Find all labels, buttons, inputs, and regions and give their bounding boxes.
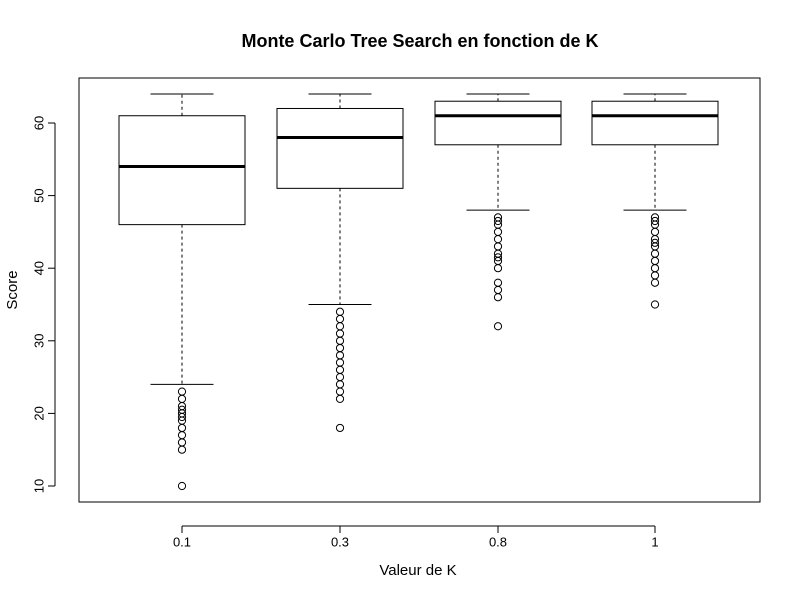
outlier-point — [650, 264, 660, 273]
outlier-point — [335, 343, 345, 353]
outlier-point — [335, 380, 345, 389]
outlier-point — [650, 271, 660, 280]
y-tick-label: 60 — [31, 116, 46, 130]
outlier-point — [493, 235, 503, 244]
y-tick-label: 40 — [31, 261, 46, 275]
outlier-point — [493, 264, 503, 273]
outlier-point — [335, 394, 345, 403]
outlier-point — [493, 253, 503, 262]
iqr-box — [276, 107, 404, 189]
outlier-point — [177, 423, 187, 433]
iqr-box — [434, 100, 562, 146]
box-0.1 — [118, 93, 246, 491]
outlier-point — [493, 293, 503, 302]
box-1 — [591, 93, 719, 309]
outlier-point — [177, 394, 187, 403]
outlier-point — [650, 278, 660, 287]
outlier-point — [335, 351, 345, 360]
x-tick-label: 0.8 — [489, 535, 507, 550]
outlier-point — [650, 227, 660, 236]
outlier-point — [335, 307, 345, 316]
outlier-point — [335, 322, 345, 331]
y-axis-label: Score — [4, 270, 21, 309]
x-tick-label: 0.3 — [331, 535, 349, 550]
outlier-point — [335, 373, 345, 382]
outlier-point — [650, 249, 660, 258]
chart-marks: 10 20 30 40 50 60 0.1 0.3 0.8 1 — [31, 93, 719, 550]
outlier-point — [177, 481, 187, 491]
outlier-point — [335, 329, 345, 338]
outlier-point — [335, 423, 345, 433]
outlier-point — [177, 438, 187, 447]
outlier-point — [650, 216, 660, 226]
outlier-point — [650, 256, 660, 266]
outlier-point — [493, 278, 503, 287]
outlier-point — [335, 336, 345, 345]
iqr-box — [591, 100, 719, 146]
chart-title: Monte Carlo Tree Search en fonction de K — [241, 31, 598, 51]
outlier-point — [177, 412, 187, 422]
y-tick-label: 30 — [31, 334, 46, 348]
outlier-point — [493, 216, 503, 226]
y-tick-label: 10 — [31, 479, 46, 493]
x-axis-label: Valeur de K — [379, 562, 456, 579]
outlier-point — [650, 300, 660, 309]
outlier-point — [177, 431, 187, 440]
outlier-point — [177, 445, 187, 454]
box-0.3 — [276, 93, 404, 433]
x-tick-label: 0.1 — [173, 535, 191, 550]
y-tick-label: 50 — [31, 188, 46, 202]
plot-frame — [78, 77, 761, 503]
box-0.8 — [434, 93, 562, 331]
iqr-box — [118, 115, 246, 226]
outlier-point — [335, 365, 345, 374]
outlier-point — [177, 387, 187, 396]
outlier-point — [335, 387, 345, 396]
outlier-point — [335, 358, 345, 367]
outlier-point — [493, 322, 503, 331]
outlier-point — [493, 285, 503, 295]
outlier-point — [493, 242, 503, 251]
outlier-point — [493, 227, 503, 236]
outlier-point — [335, 314, 345, 324]
outlier-point — [650, 238, 660, 247]
x-tick-label: 1 — [651, 535, 658, 550]
y-tick-label: 20 — [31, 406, 46, 420]
